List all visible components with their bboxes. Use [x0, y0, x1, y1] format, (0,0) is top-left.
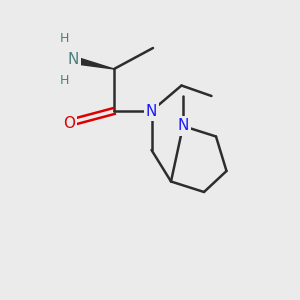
- Text: H: H: [60, 32, 69, 46]
- Text: N: N: [177, 118, 189, 134]
- Text: H: H: [60, 74, 69, 88]
- Polygon shape: [73, 56, 114, 69]
- Text: N: N: [146, 103, 157, 118]
- Text: O: O: [63, 116, 75, 130]
- Text: N: N: [68, 52, 79, 68]
